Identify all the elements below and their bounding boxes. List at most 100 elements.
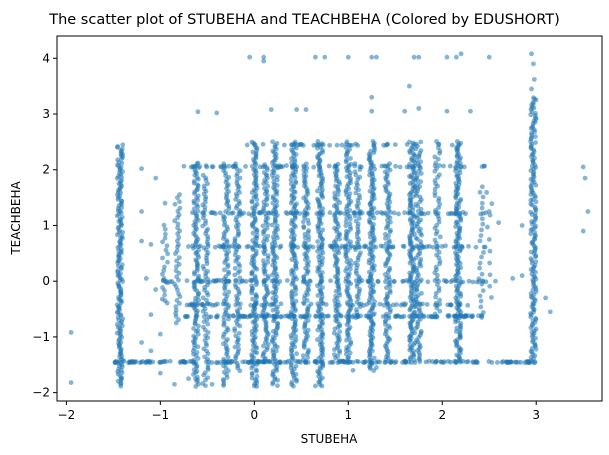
scatter-point xyxy=(226,269,231,275)
y-tick-label: 3 xyxy=(42,107,50,121)
scatter-point xyxy=(252,302,257,308)
scatter-point xyxy=(139,166,144,172)
scatter-point xyxy=(289,142,295,148)
scatter-point xyxy=(293,179,298,184)
scatter-point xyxy=(470,279,476,285)
scatter-point xyxy=(368,164,374,170)
scatter-point xyxy=(163,231,168,237)
scatter-point xyxy=(339,142,345,148)
scatter-point xyxy=(215,360,221,365)
scatter-point xyxy=(201,245,207,251)
scatter-point xyxy=(432,190,438,196)
scatter-point xyxy=(363,359,368,364)
scatter-point xyxy=(347,147,352,152)
scatter-point xyxy=(250,149,256,155)
scatter-point xyxy=(306,313,312,319)
scatter-point xyxy=(356,211,362,216)
scatter-point xyxy=(311,164,317,170)
scatter-point xyxy=(580,228,586,234)
scatter-point xyxy=(404,164,410,170)
scatter-point xyxy=(319,241,325,246)
scatter-point xyxy=(273,210,279,216)
scatter-point xyxy=(479,184,485,190)
scatter-point xyxy=(432,163,438,169)
scatter-point xyxy=(392,142,398,147)
scatter-point xyxy=(347,142,353,148)
scatter-point xyxy=(202,354,208,360)
scatter-point xyxy=(343,279,349,284)
scatter-point xyxy=(437,308,443,314)
scatter-point xyxy=(463,313,468,319)
scatter-point xyxy=(293,363,299,369)
y-tick-label: 1 xyxy=(42,218,50,232)
scatter-point xyxy=(418,179,424,185)
scatter-point xyxy=(195,109,201,115)
scatter-point xyxy=(197,164,203,169)
scatter-point xyxy=(148,312,154,318)
scatter-point xyxy=(481,250,486,255)
scatter-point xyxy=(293,337,299,343)
scatter-point xyxy=(391,210,397,216)
scatter-point xyxy=(313,313,319,319)
scatter-point xyxy=(357,174,363,180)
scatter-point xyxy=(425,210,431,216)
scatter-point xyxy=(459,244,465,250)
scatter-point xyxy=(351,210,357,216)
scatter-point xyxy=(153,175,159,181)
scatter-point xyxy=(148,348,154,354)
scatter-point xyxy=(418,256,424,262)
scatter-point xyxy=(453,250,458,256)
scatter-point xyxy=(432,209,438,215)
scatter-point xyxy=(326,313,331,319)
scatter-point xyxy=(530,359,535,365)
scatter-point xyxy=(293,291,299,297)
scatter-point xyxy=(227,313,232,319)
scatter-point xyxy=(252,273,258,279)
scatter-point xyxy=(315,239,321,244)
scatter-point xyxy=(112,359,118,365)
scatter-point xyxy=(513,359,518,365)
scatter-point xyxy=(333,314,339,320)
scatter-point xyxy=(461,164,467,170)
scatter-point xyxy=(327,210,333,216)
scatter-point xyxy=(232,163,238,169)
scatter-point xyxy=(528,291,534,296)
scatter-point xyxy=(452,313,458,319)
scatter-point xyxy=(384,301,390,307)
scatter-point xyxy=(254,201,260,207)
plot-frame xyxy=(56,35,603,402)
scatter-point xyxy=(374,210,380,216)
scatter-point xyxy=(433,264,439,270)
scatter-point xyxy=(413,235,419,241)
scatter-point xyxy=(531,61,536,67)
scatter-point xyxy=(163,359,169,364)
scatter-point xyxy=(371,311,377,317)
scatter-point xyxy=(526,359,532,365)
scatter-point xyxy=(477,293,483,299)
scatter-point xyxy=(301,314,307,320)
scatter-point xyxy=(249,370,255,376)
scatter-point xyxy=(162,235,168,241)
scatter-point xyxy=(369,94,375,100)
scatter-point xyxy=(250,230,256,236)
scatter-point xyxy=(336,302,342,308)
scatter-point xyxy=(226,289,232,295)
scatter-point xyxy=(355,143,361,148)
scatter-point xyxy=(470,359,476,365)
scatter-point xyxy=(271,179,277,185)
scatter-point xyxy=(477,189,483,195)
scatter-point xyxy=(391,279,397,284)
scatter-point xyxy=(533,326,539,332)
scatter-point xyxy=(407,270,413,276)
scatter-point xyxy=(401,244,407,249)
scatter-point xyxy=(288,181,294,187)
scatter-point xyxy=(218,278,224,283)
scatter-point xyxy=(261,302,267,308)
scatter-point xyxy=(547,309,553,315)
scatter-point xyxy=(487,260,493,266)
scatter-point xyxy=(305,217,311,223)
scatter-point xyxy=(297,211,303,216)
scatter-point xyxy=(367,359,372,365)
scatter-point xyxy=(352,244,358,250)
scatter-point xyxy=(448,302,453,308)
